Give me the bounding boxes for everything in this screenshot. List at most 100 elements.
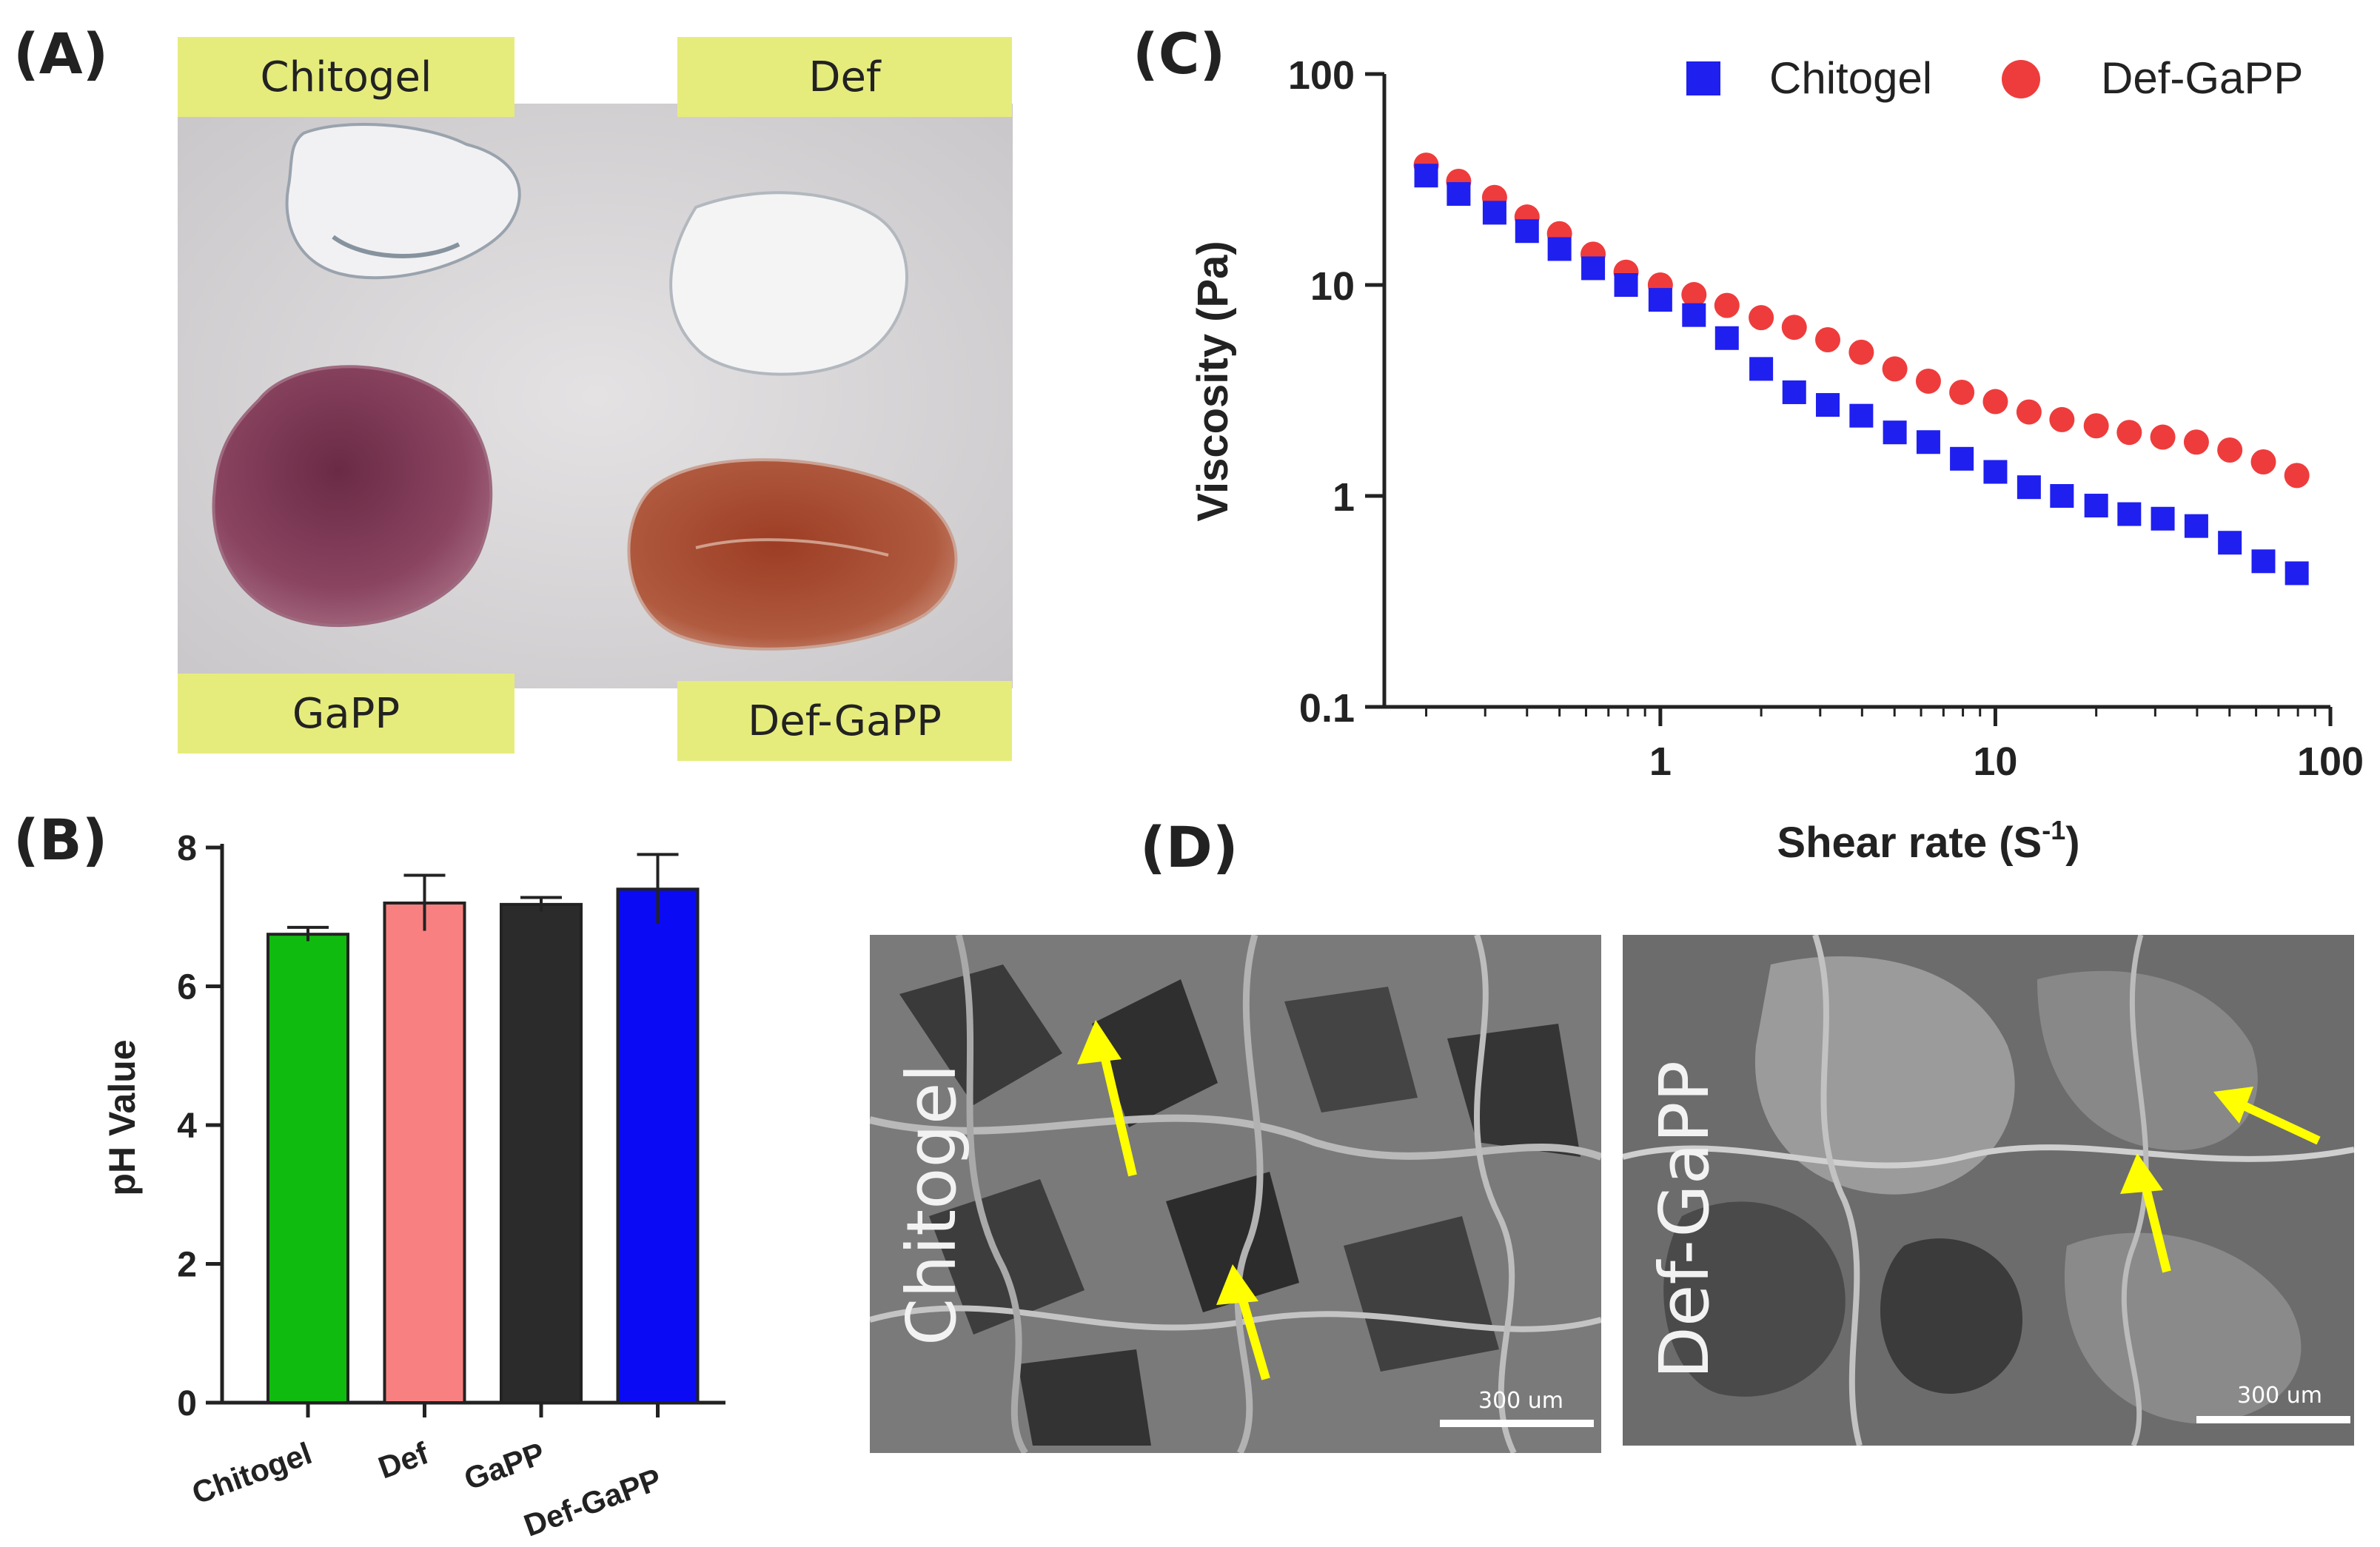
x-label-main: Shear rate (S bbox=[1777, 819, 2042, 867]
def-gapp-point bbox=[2116, 420, 2142, 446]
def-gapp-point bbox=[2016, 399, 2042, 425]
chitogel-point bbox=[2084, 494, 2108, 518]
legend-def-gapp-marker bbox=[2002, 60, 2040, 98]
chitogel-point bbox=[2151, 506, 2175, 531]
ph-y-tick-label: 0 bbox=[177, 1384, 197, 1423]
def-gapp-point bbox=[2284, 463, 2310, 489]
viscosity-y-tick-label: 1 bbox=[1333, 475, 1355, 520]
ph-y-tick-label: 6 bbox=[177, 968, 197, 1007]
chitogel-point bbox=[1648, 288, 1672, 312]
ph-bar bbox=[267, 933, 349, 1404]
def-gapp-point bbox=[1982, 389, 2008, 415]
ph-bar bbox=[500, 902, 583, 1404]
chitogel-point bbox=[1614, 273, 1638, 297]
def-gapp-point bbox=[2083, 413, 2109, 439]
chitogel-point bbox=[2251, 549, 2276, 574]
def-gapp-sample bbox=[627, 458, 958, 651]
chitogel-point bbox=[1916, 430, 1940, 454]
scale-bar-chitogel bbox=[1440, 1420, 1594, 1427]
chitogel-point bbox=[2285, 561, 2309, 585]
def-gapp-point bbox=[2250, 449, 2276, 475]
panel-b-letter: (B) bbox=[13, 807, 108, 873]
viscosity-chart-points bbox=[1413, 152, 2310, 585]
scale-bar-def-gapp bbox=[2196, 1416, 2350, 1423]
legend-chitogel-marker bbox=[1686, 61, 1720, 95]
ph-y-tick-label: 2 bbox=[177, 1246, 197, 1285]
viscosity-scatter-chart: 0.1 1 10 100 1 10 100 Chitogel Def-GaPP Viscosi… bbox=[1189, 53, 2364, 867]
def-gapp-point bbox=[1714, 292, 1740, 318]
chitogel-point bbox=[1816, 393, 1840, 417]
x-label-end: ) bbox=[2065, 819, 2079, 867]
def-gapp-point bbox=[2183, 429, 2209, 455]
scale-text-chitogel: 300 um bbox=[1478, 1388, 1564, 1414]
ph-x-tick-label: Def bbox=[374, 1435, 434, 1486]
chitogel-point bbox=[2184, 514, 2208, 538]
viscosity-chart-x-label: Shear rate (S-1) bbox=[1777, 815, 2079, 867]
sem-texture-chitogel bbox=[870, 935, 1601, 1453]
hydrogel-photo-image bbox=[178, 104, 1013, 688]
ph-y-tick-label: 4 bbox=[177, 1107, 197, 1146]
chitogel-point bbox=[1447, 182, 1471, 207]
viscosity-chart-y-label: Viscosity (Pa) bbox=[1189, 241, 1237, 521]
def-gapp-point bbox=[2217, 437, 2243, 463]
def-gapp-point bbox=[1749, 305, 1774, 331]
def-gapp-point bbox=[1882, 356, 1908, 382]
chitogel-point bbox=[1782, 380, 1806, 404]
sem-label-def-gapp: Def-GaPP bbox=[1645, 1061, 1724, 1379]
ph-y-tick-label: 8 bbox=[177, 829, 197, 868]
chitogel-point bbox=[1515, 219, 1539, 244]
chitogel-point bbox=[1482, 201, 1506, 225]
ph-x-tick-label: Chitogel bbox=[187, 1435, 316, 1511]
def-gapp-point bbox=[1848, 339, 1874, 365]
viscosity-chart-ticks: 0.1 1 10 100 1 10 100 bbox=[1288, 53, 2364, 784]
chitogel-point bbox=[1950, 446, 1974, 471]
chitogel-point bbox=[2117, 502, 2142, 526]
chitogel-point bbox=[1849, 403, 1874, 428]
chitogel-point bbox=[1714, 326, 1739, 350]
viscosity-x-tick-label: 1 bbox=[1649, 739, 1672, 784]
sem-texture-def-gapp bbox=[1623, 935, 2354, 1446]
ph-bar bbox=[616, 887, 700, 1404]
chitogel-point bbox=[1983, 460, 2008, 484]
viscosity-y-tick-label: 0.1 bbox=[1299, 686, 1355, 731]
chitogel-point bbox=[1414, 164, 1438, 188]
panel-a-letter: (A) bbox=[13, 21, 109, 87]
ph-bar bbox=[383, 902, 466, 1404]
chitogel-point bbox=[1547, 237, 1572, 261]
def-gapp-point bbox=[2049, 406, 2075, 432]
sticker-def: Def bbox=[677, 37, 1012, 117]
panel-d-letter: (D) bbox=[1140, 814, 1238, 880]
gapp-sample bbox=[212, 365, 493, 628]
chitogel-point bbox=[2218, 531, 2242, 555]
chitogel-sample bbox=[285, 123, 521, 280]
ph-chart-y-label: pH Value bbox=[101, 1039, 143, 1195]
legend-def-gapp-label: Def-GaPP bbox=[2101, 53, 2303, 103]
chitogel-point bbox=[2050, 484, 2074, 508]
legend-chitogel-label: Chitogel bbox=[1769, 53, 1932, 103]
def-gapp-point bbox=[2150, 424, 2176, 450]
def-gapp-point bbox=[1915, 368, 1941, 394]
ph-x-tick-label: Def-GaPP bbox=[519, 1461, 666, 1543]
chitogel-point bbox=[1682, 303, 1706, 327]
chitogel-point bbox=[1581, 256, 1606, 281]
hydrogel-photo bbox=[178, 104, 1013, 688]
sticker-def-gapp: Def-GaPP bbox=[677, 681, 1012, 761]
viscosity-y-tick-label: 100 bbox=[1288, 53, 1355, 98]
ph-x-tick-label: GaPP bbox=[460, 1435, 549, 1496]
def-gapp-point bbox=[1781, 315, 1807, 340]
def-gapp-point bbox=[1949, 379, 1975, 405]
viscosity-x-tick-label: 10 bbox=[1973, 739, 2017, 784]
def-gapp-point bbox=[1815, 326, 1841, 352]
chitogel-point bbox=[1883, 420, 1907, 445]
viscosity-chart-legend: Chitogel Def-GaPP bbox=[1686, 53, 2303, 103]
sem-image-def-gapp: Def-GaPP 300 um bbox=[1623, 935, 2354, 1446]
ph-chart-bars bbox=[267, 853, 700, 1417]
ph-chart-y-ticks: 0 2 4 6 8 bbox=[177, 829, 222, 1423]
scale-text-def-gapp: 300 um bbox=[2237, 1383, 2323, 1409]
sticker-chitogel: Chitogel bbox=[178, 37, 514, 117]
def-sample bbox=[669, 191, 908, 376]
viscosity-chart-axes bbox=[1382, 74, 2330, 709]
chitogel-point bbox=[1749, 357, 1774, 381]
